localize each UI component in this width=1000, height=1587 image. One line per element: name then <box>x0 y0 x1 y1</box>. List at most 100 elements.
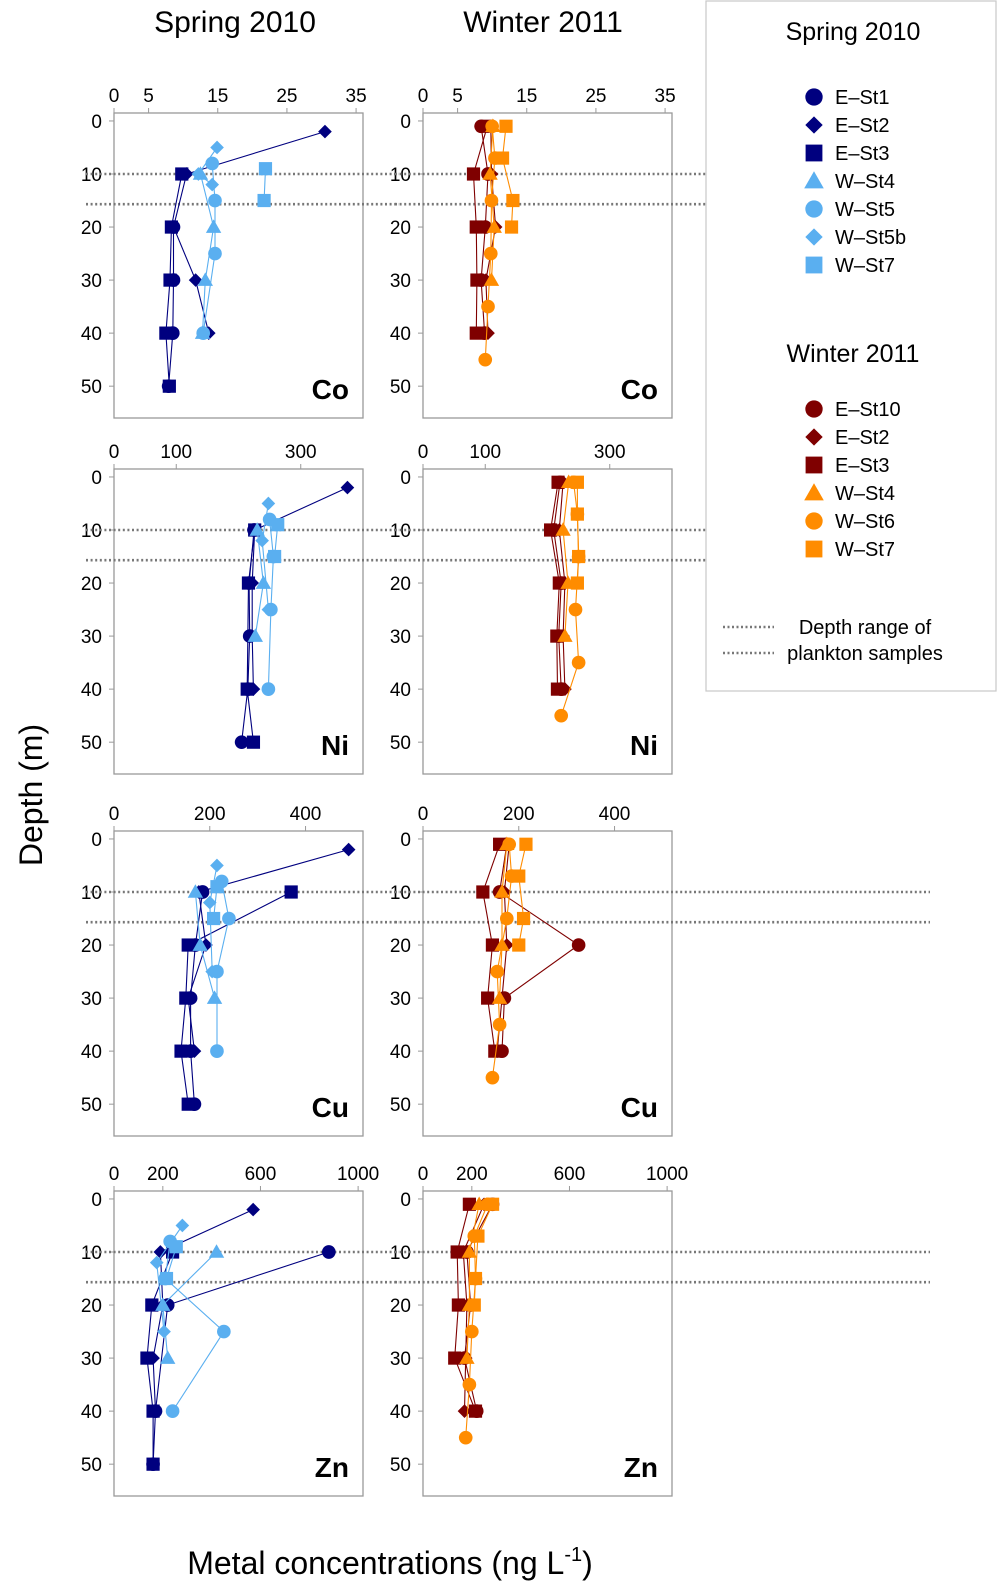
data-point-e-st1-ni-spring <box>234 735 249 749</box>
data-point-e-st3-ni-spring <box>240 682 254 696</box>
data-point-w-st7-ni-spring <box>271 518 285 532</box>
legend-label-w-st7: W–St7 <box>835 539 895 561</box>
x-tick-label-ni-winter: 0 <box>418 442 429 463</box>
data-point-e-st3-ni-spring <box>246 735 261 749</box>
data-point-w-st7-co-spring <box>258 162 273 176</box>
data-point-w-st5b-cu-spring <box>210 858 224 873</box>
y-tick-label-zn-spring: 40 <box>81 1402 102 1423</box>
data-point-w-st7-ni-winter <box>570 475 584 489</box>
data-point-e-st3-ni-spring <box>241 576 256 590</box>
data-point-w-st7-zn-winter <box>467 1298 481 1312</box>
x-tick-label-cu-spring: 400 <box>290 804 322 825</box>
metal-label-ni-winter: Ni <box>630 730 658 761</box>
data-point-e-st3-cu-spring <box>284 885 298 899</box>
x-tick-label-co-spring: 25 <box>276 86 297 107</box>
plot-frame-cu-spring <box>113 830 364 1137</box>
data-point-e-st3-co-winter <box>469 220 483 234</box>
y-tick-label-co-winter: 40 <box>390 324 411 345</box>
y-tick-label-cu-winter: 30 <box>390 989 411 1010</box>
data-point-e-st3-zn-spring <box>146 1457 160 1471</box>
x-tick-label-co-winter: 5 <box>452 86 463 107</box>
y-tick-label-ni-winter: 10 <box>390 521 411 542</box>
y-tick-label-co-spring: 20 <box>81 218 102 239</box>
y-tick-label-co-spring: 10 <box>81 165 102 186</box>
legend-label-e-st2: E–St2 <box>835 427 889 449</box>
x-tick-label-co-winter: 0 <box>418 86 429 107</box>
y-tick-label-zn-winter: 0 <box>400 1190 411 1211</box>
data-point-w-st7-cu-spring <box>210 880 224 894</box>
data-point-w-st6-cu-winter <box>490 964 505 979</box>
metal-label-zn-winter: Zn <box>624 1452 658 1483</box>
data-point-w-st5b-cu-spring <box>202 895 217 910</box>
x-tick-label-co-winter: 15 <box>516 86 537 107</box>
plot-frame-cu-winter <box>422 830 673 1137</box>
data-point-w-st6-zn-winter <box>458 1430 473 1445</box>
data-point-w-st6-ni-winter <box>571 655 586 670</box>
data-point-w-st7-co-winter <box>495 151 510 165</box>
legend-line-label-1: Depth range of <box>799 617 932 639</box>
plot-frame-co-spring <box>113 112 364 419</box>
panel-ni-winter: 0 100 300 0 10 20 30 40 50 Ni <box>390 442 930 775</box>
series-line-w-st4-ni-winter <box>562 482 570 637</box>
data-point-w-st4-cu-winter <box>491 990 508 1004</box>
plot-frame-ni-winter <box>422 468 673 775</box>
x-tick-label-zn-spring: 200 <box>147 1164 179 1185</box>
legend-label-w-st5: W–St5 <box>835 199 895 221</box>
x-tick-label-cu-winter: 400 <box>599 804 631 825</box>
legend-marker-w-st4 <box>804 171 824 189</box>
data-point-w-st4-cu-winter <box>494 884 510 898</box>
y-tick-label-cu-winter: 0 <box>400 830 411 851</box>
data-point-w-st5b-zn-spring <box>175 1218 190 1233</box>
legend-marker-e-st3 <box>805 144 823 162</box>
data-point-w-st4-zn-winter <box>461 1244 478 1258</box>
data-point-w-st7-cu-winter <box>512 869 526 883</box>
data-point-w-st5b-zn-spring <box>157 1324 171 1339</box>
data-point-w-st5-cu-spring <box>222 911 236 926</box>
y-tick-label-ni-winter: 40 <box>390 680 411 701</box>
y-tick-label-zn-spring: 50 <box>81 1455 102 1476</box>
data-point-w-st6-ni-winter <box>554 708 569 723</box>
legend-label-e-st3: E–St3 <box>835 455 889 477</box>
data-point-w-st4-co-spring <box>197 272 213 286</box>
data-point-e-st2-cu-spring <box>187 1044 202 1058</box>
x-tick-label-zn-winter: 200 <box>456 1164 488 1185</box>
y-tick-label-ni-spring: 10 <box>81 521 102 542</box>
data-point-w-st5-zn-spring <box>165 1404 180 1418</box>
panel-zn-winter: 0 200 600 1000 0 10 20 30 40 50 Zn <box>390 1164 930 1497</box>
y-tick-label-zn-winter: 40 <box>390 1402 411 1423</box>
x-tick-label-co-spring: 15 <box>207 86 228 107</box>
legend-label-e-st10: E–St10 <box>835 399 901 421</box>
data-point-w-st5b-co-spring <box>210 140 224 155</box>
x-tick-label-zn-winter: 0 <box>418 1164 429 1185</box>
y-tick-label-zn-spring: 0 <box>91 1190 102 1211</box>
data-point-e-st2-ni-spring <box>340 480 355 495</box>
legend-label-e-st3: E–St3 <box>835 143 889 165</box>
x-tick-label-zn-winter: 1000 <box>646 1164 688 1185</box>
data-point-w-st6-co-winter <box>481 299 495 314</box>
series-line-w-st5-ni-spring <box>267 519 274 690</box>
y-tick-label-ni-winter: 0 <box>400 468 411 489</box>
y-tick-label-cu-spring: 0 <box>91 830 102 851</box>
data-point-w-st7-cu-spring <box>207 911 221 926</box>
data-point-e-st2-co-winter <box>481 326 495 340</box>
legend-label-w-st4: W–St4 <box>835 483 895 505</box>
data-point-w-st5b-ni-spring <box>261 496 276 511</box>
data-point-w-st4-ni-spring <box>249 522 265 536</box>
series-line-w-st7-zn-winter <box>473 1204 494 1306</box>
data-point-w-st7-ni-winter <box>570 576 584 590</box>
y-tick-label-co-spring: 40 <box>81 324 102 345</box>
series-line-e-st3-ni-spring <box>246 529 256 743</box>
data-point-w-st6-co-winter <box>483 246 498 261</box>
x-tick-label-cu-spring: 200 <box>194 804 226 825</box>
legend-marker-w-st7 <box>805 256 823 274</box>
data-point-e-st1-zn-spring <box>322 1245 336 1259</box>
data-point-w-st7-co-winter <box>499 119 513 133</box>
data-point-w-st5-zn-spring <box>217 1324 231 1339</box>
y-tick-label-ni-winter: 20 <box>390 574 411 595</box>
x-axis-title-superscript: -1 <box>564 1544 582 1566</box>
plot-frame-co-winter <box>422 112 673 419</box>
y-tick-label-co-winter: 50 <box>390 377 411 398</box>
data-point-w-st4-co-winter <box>483 272 500 286</box>
data-point-w-st6-ni-winter <box>568 602 583 617</box>
data-point-e-st3-cu-spring <box>179 991 193 1005</box>
